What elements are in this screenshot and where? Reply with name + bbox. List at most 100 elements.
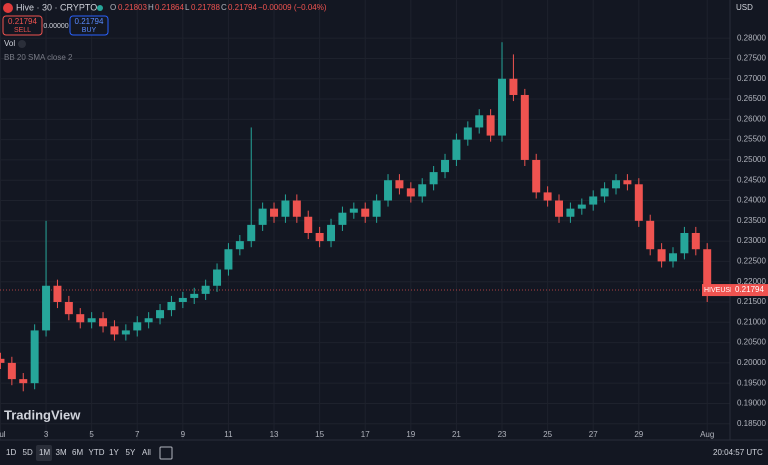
candle-body [190, 293, 199, 298]
y-tick-label: 0.21500 [737, 297, 766, 306]
candle-body [532, 159, 541, 193]
x-tick-label: 29 [634, 430, 643, 439]
candle-body [19, 379, 28, 384]
candle-body [612, 180, 620, 189]
candle-body [53, 285, 62, 302]
c-value: 0.21794 [228, 3, 257, 12]
symbol-icon [3, 3, 13, 13]
y-tick-label: 0.27500 [737, 54, 766, 63]
candle-body [509, 78, 518, 95]
sell-label: SELL [14, 27, 31, 34]
range-selected [36, 445, 52, 461]
candle-body [87, 318, 96, 323]
x-tick-label: 13 [270, 430, 279, 439]
h-value: 0.21864 [155, 3, 184, 12]
range-button[interactable]: 3M [56, 448, 67, 457]
candle-body [121, 330, 130, 335]
symbol-tag [702, 284, 731, 297]
candle-body [7, 362, 16, 380]
x-tick-label: 5 [89, 430, 94, 439]
buy-button[interactable] [69, 15, 109, 36]
vol-warning[interactable] [18, 40, 26, 48]
l-value: 0.21788 [191, 3, 220, 12]
x-tick-label: 17 [361, 430, 370, 439]
y-tick-label: 0.26500 [737, 94, 766, 103]
candle-body [429, 172, 438, 185]
buy-label: BUY [82, 27, 97, 34]
candle-body [406, 188, 415, 197]
indicator-label: BB 20 SMA close 2 [4, 53, 73, 62]
x-tick-label: 27 [589, 430, 598, 439]
y-tick-label: 0.26000 [737, 114, 766, 123]
candle-body [498, 78, 507, 136]
candle-body [235, 241, 244, 250]
y-tick-label: 0.27000 [737, 74, 766, 83]
candle-body [30, 330, 39, 384]
l-label: L [185, 3, 190, 12]
candle-body [144, 318, 153, 323]
candle-body [555, 200, 564, 217]
candle-body [64, 301, 73, 315]
x-tick-label: 11 [224, 430, 233, 439]
x-tick-label: Jul [0, 430, 6, 439]
candle-body [384, 180, 393, 201]
x-tick-label: 9 [181, 430, 186, 439]
y-tick-label: 0.25500 [737, 135, 766, 144]
vol-label: Vol [4, 39, 15, 48]
o-label: O [110, 3, 116, 12]
y-tick-label: 0.23500 [737, 216, 766, 225]
candle-body [361, 208, 370, 217]
y-tick-label: 0.25000 [737, 155, 766, 164]
range-button[interactable]: 5D [23, 448, 33, 457]
toolbar [0, 441, 768, 465]
x-tick-label: 7 [135, 430, 140, 439]
candle-body [543, 192, 552, 201]
x-tick-label: 25 [543, 430, 552, 439]
c-label: C [221, 3, 227, 12]
spread: 0.00000 [43, 23, 68, 30]
candle-body [281, 200, 290, 217]
candle-body [156, 310, 165, 319]
y-tick-label: 0.22000 [737, 277, 766, 286]
y-tick-label: 0.20500 [737, 338, 766, 347]
range-button[interactable]: 5Y [126, 448, 136, 457]
candle-body [441, 159, 450, 173]
sell-button[interactable] [2, 15, 43, 36]
y-tick-label: 0.24000 [737, 196, 766, 205]
y-tick-label: 0.23000 [737, 236, 766, 245]
candle-body [201, 285, 210, 294]
currency[interactable]: USD [736, 3, 753, 12]
candle-body [99, 318, 108, 327]
candle-body [669, 253, 677, 262]
h-label: H [148, 3, 154, 12]
range-button[interactable]: 6M [72, 448, 83, 457]
candle-body [646, 220, 655, 250]
date-range-icon[interactable] [159, 446, 173, 460]
candle-body [338, 212, 347, 225]
change: −0.00009 (−0.04%) [258, 3, 327, 12]
candle-body [463, 127, 472, 140]
candle-body [327, 224, 336, 242]
y-tick-label: 0.18500 [737, 419, 766, 428]
price-tag [731, 284, 768, 297]
x-tick-label: Aug [700, 430, 714, 439]
candle-body [304, 216, 313, 233]
candle-body [258, 208, 267, 225]
x-tick-label: 3 [44, 430, 49, 439]
candle-body [270, 208, 279, 217]
candle-body [520, 94, 529, 160]
y-tick-label: 0.21000 [737, 317, 766, 326]
range-button[interactable]: YTD [89, 448, 105, 457]
y-tick-label: 0.24500 [737, 175, 766, 184]
candle-body [0, 358, 5, 363]
candle-body [634, 184, 643, 221]
clock: 20:04:57 UTC [713, 448, 763, 457]
range-button[interactable]: 1D [6, 448, 16, 457]
range-button[interactable]: 1Y [109, 448, 119, 457]
candle-body [395, 180, 404, 189]
range-button[interactable]: 1M [39, 448, 50, 457]
range-button[interactable]: All [142, 448, 151, 457]
candle-body [110, 326, 119, 335]
